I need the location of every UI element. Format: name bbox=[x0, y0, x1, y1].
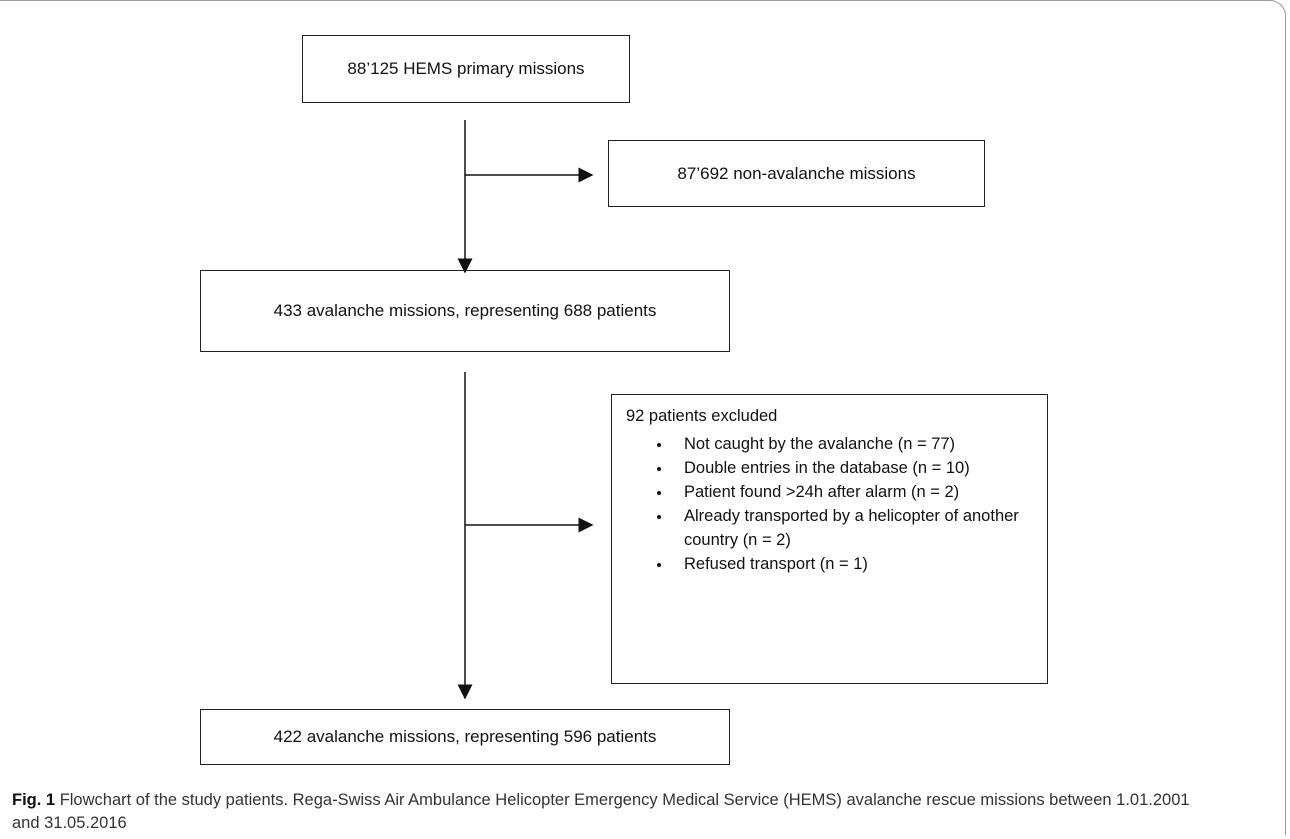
node: 433 avalanche missions, representing 688… bbox=[200, 270, 730, 352]
caption: Fig. 1 Flowchart of the study patients. … bbox=[12, 789, 1192, 835]
exclusion-item: Double entries in the database (n = 10) bbox=[672, 456, 1033, 480]
node-label: 422 avalanche missions, representing 596… bbox=[273, 727, 657, 746]
caption-label: Fig. 1 bbox=[12, 791, 56, 809]
caption-text: Flowchart of the study patients. Rega-Sw… bbox=[12, 791, 1190, 832]
exclusion-box: 92 patients excluded Not caught by the a… bbox=[611, 394, 1048, 684]
exclusion-item: Refused transport (n = 1) bbox=[672, 552, 1033, 576]
node-label: 88’125 HEMS primary missions bbox=[347, 59, 585, 78]
exclusion-list: Not caught by the avalanche (n = 77)Doub… bbox=[626, 432, 1033, 576]
node: 422 avalanche missions, representing 596… bbox=[200, 709, 730, 765]
node-label: 433 avalanche missions, representing 688… bbox=[273, 301, 657, 320]
exclusion-item: Already transported by a helicopter of a… bbox=[672, 504, 1033, 552]
exclusion-item: Not caught by the avalanche (n = 77) bbox=[672, 432, 1033, 456]
exclusion-title: 92 patients excluded bbox=[626, 407, 778, 425]
exclusion-item: Patient found >24h after alarm (n = 2) bbox=[672, 480, 1033, 504]
node: 88’125 HEMS primary missions bbox=[302, 35, 630, 103]
node-label: 87’692 non-avalanche missions bbox=[677, 163, 916, 183]
node: 87’692 non-avalanche missions bbox=[608, 140, 985, 207]
